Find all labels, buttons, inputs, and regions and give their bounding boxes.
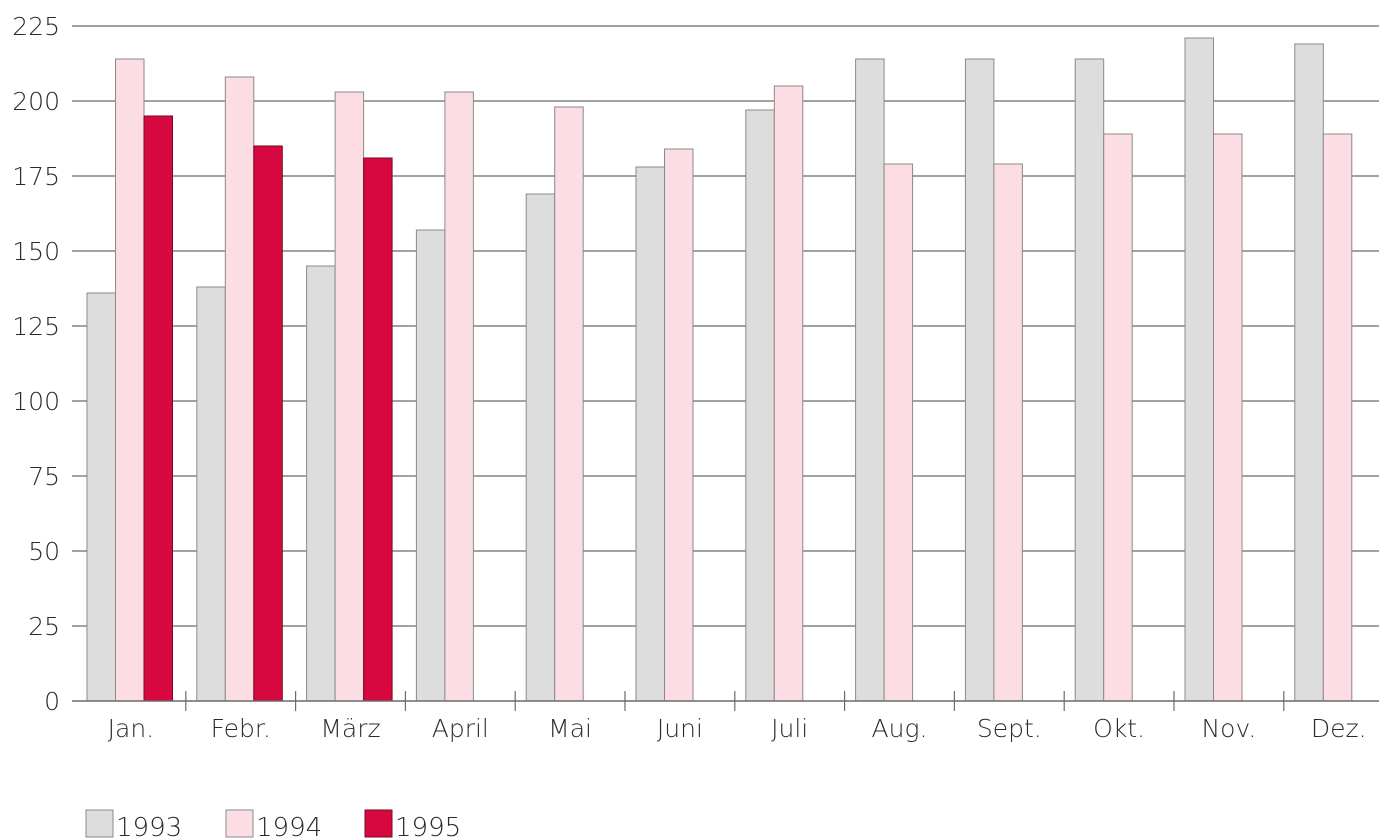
y-tick-label: 75	[28, 462, 60, 491]
bar-1995-0	[143, 115, 173, 702]
x-tick-label: Mai	[548, 714, 592, 743]
y-tick-label: 150	[12, 237, 60, 266]
legend-label-1993: 1993	[116, 813, 182, 838]
bar-1993-1	[196, 286, 226, 702]
legend: 1993 1994 1995	[85, 809, 461, 838]
bar-1994-9	[1103, 133, 1133, 702]
x-axis-ticks: Jan. Febr. März April Mai Juni Juli Aug. Sept. Ok…	[108, 714, 1367, 743]
bar-1993-4	[525, 193, 556, 702]
legend-label-1995: 1995	[395, 813, 461, 838]
bar-1993-3	[415, 229, 446, 702]
x-tick-label: Juni	[657, 714, 703, 743]
y-tick-label: 200	[12, 87, 60, 116]
legend-label-1994: 1994	[256, 813, 322, 838]
bar-1994-11	[1322, 133, 1353, 702]
y-tick-label: 0	[44, 687, 60, 716]
x-tick-label: Jan.	[108, 714, 154, 743]
grid-lines	[72, 25, 1379, 627]
bar-1994-8	[993, 163, 1023, 702]
x-tick-label: Okt.	[1093, 714, 1145, 743]
bar-1994-5	[664, 148, 694, 702]
bar-1994-2	[334, 91, 365, 702]
bar-1993-11	[1294, 43, 1324, 702]
y-tick-label: 25	[28, 612, 60, 641]
y-tick-label: 125	[12, 312, 60, 341]
x-tick-label: Aug.	[872, 714, 928, 743]
x-tick-label: Febr.	[211, 714, 271, 743]
bar-1993-5	[635, 166, 665, 702]
x-tick-label: Juli	[771, 714, 808, 743]
y-axis-ticks: 0 25 50 75 100 125 150 175 200 225	[12, 12, 60, 716]
bar-1993-9	[1074, 58, 1105, 702]
bar-1995-1	[253, 145, 283, 702]
bar-1994-3	[444, 91, 474, 702]
bar-1994-4	[554, 106, 584, 702]
legend-swatch-1993	[85, 809, 114, 838]
legend-swatch-1995	[364, 809, 393, 838]
y-tick-label: 50	[28, 537, 60, 566]
bar-1994-10	[1213, 133, 1243, 702]
y-tick-label: 100	[12, 387, 60, 416]
bar-1995-2	[363, 157, 393, 702]
bars	[86, 37, 1353, 702]
x-tick-label: April	[432, 714, 489, 743]
bar-1993-0	[86, 292, 116, 702]
x-tick-label: Sept.	[977, 714, 1042, 743]
x-axis	[72, 691, 1379, 711]
bar-1994-1	[224, 76, 255, 702]
bar-1993-7	[855, 58, 885, 702]
y-tick-label: 175	[12, 162, 60, 191]
bar-1993-8	[964, 58, 995, 702]
legend-swatch-1994	[225, 809, 254, 838]
x-tick-label: März	[320, 714, 380, 743]
bar-1994-0	[115, 58, 145, 702]
x-tick-label: Dez.	[1311, 714, 1367, 743]
bar-1994-6	[773, 85, 804, 702]
bar-1993-6	[745, 109, 775, 702]
bar-1993-2	[306, 265, 336, 702]
bar-1994-7	[883, 163, 914, 702]
x-tick-label: Nov.	[1201, 714, 1256, 743]
bar-1993-10	[1184, 37, 1214, 702]
y-tick-label: 225	[12, 12, 60, 41]
